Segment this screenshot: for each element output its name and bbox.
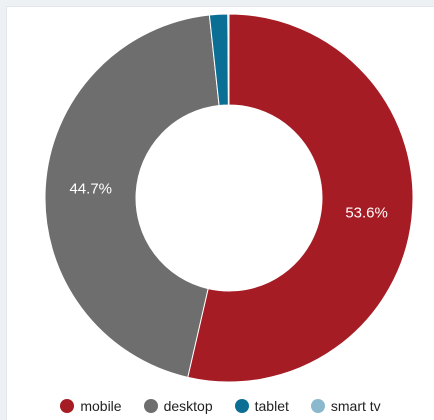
slice-desktop[interactable]	[44, 14, 220, 378]
legend-label-mobile: mobile	[80, 398, 122, 414]
legend-item-mobile[interactable]: mobile	[60, 398, 122, 414]
legend-item-tablet[interactable]: tablet	[234, 398, 289, 414]
legend-swatch-tablet	[234, 399, 249, 413]
legend-swatch-mobile	[60, 399, 75, 413]
legend-label-smart-tv: smart tv	[330, 398, 381, 414]
legend-label-tablet: tablet	[254, 398, 289, 414]
slice-label-desktop: 44.7%	[69, 181, 112, 198]
chart-legend: mobile desktop tablet smart tv	[7, 398, 434, 414]
chart-card: 53.6% 44.7% mobile desktop tablet smart t…	[6, 6, 434, 420]
legend-item-desktop[interactable]: desktop	[143, 398, 213, 414]
slice-label-mobile: 53.6%	[345, 205, 388, 222]
slice-smart-tv[interactable]	[227, 13, 230, 106]
legend-label-desktop: desktop	[163, 398, 213, 414]
legend-item-smart-tv[interactable]: smart tv	[310, 398, 381, 414]
legend-swatch-desktop	[143, 399, 158, 413]
donut-chart: 53.6% 44.7%	[44, 13, 414, 383]
slice-mobile[interactable]	[187, 13, 414, 383]
legend-swatch-smart-tv	[310, 399, 325, 413]
